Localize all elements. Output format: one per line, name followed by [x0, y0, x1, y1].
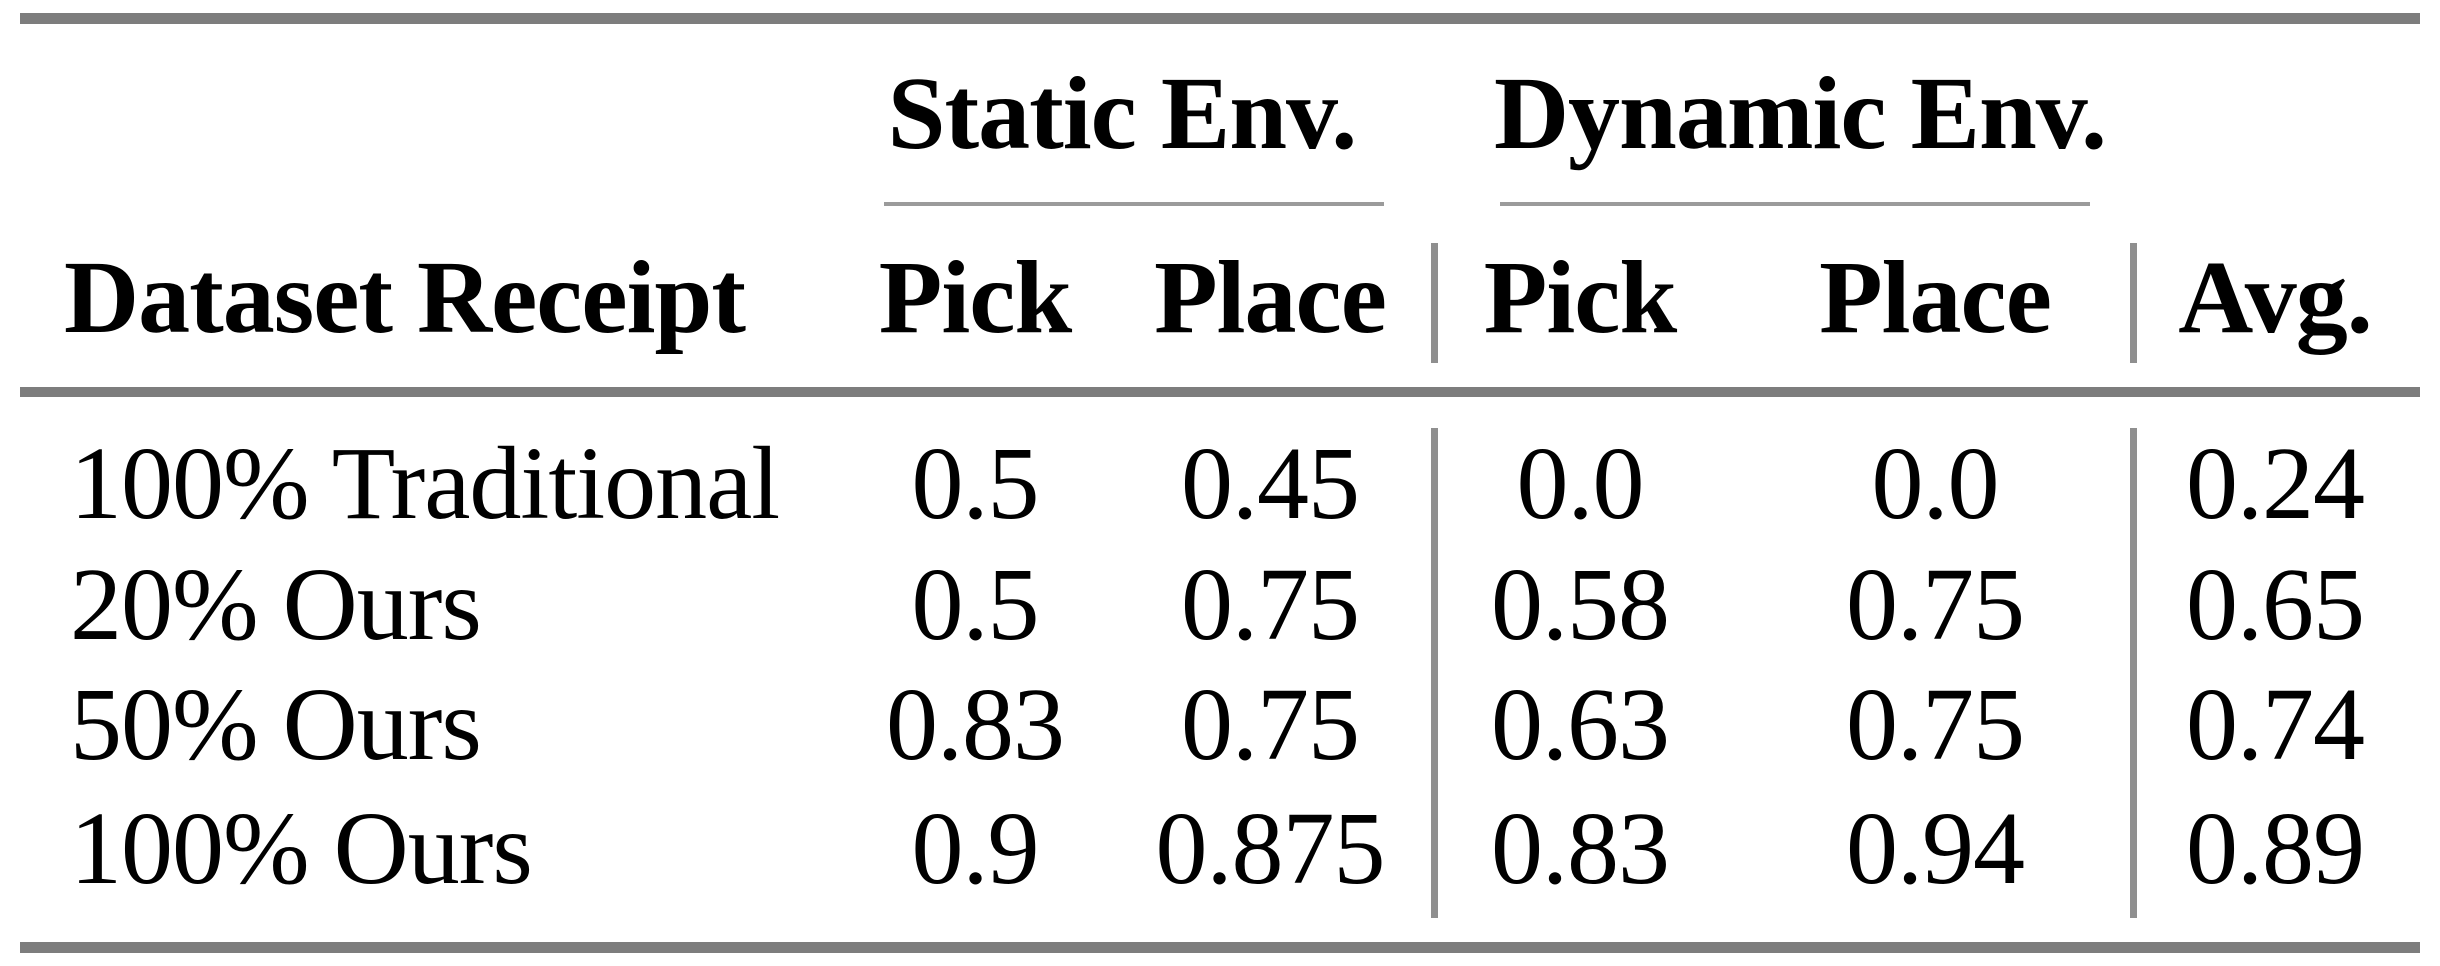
group-header-static-env: Static Env.	[887, 56, 1358, 171]
cell-static-pick: 0.83	[886, 667, 1065, 782]
cell-static-pick: 0.5	[911, 426, 1040, 541]
column-header-static-place: Place	[1154, 240, 1387, 355]
cell-static-place: 0.45	[1181, 426, 1360, 541]
column-header-dynamic-pick: Pick	[1483, 240, 1677, 355]
row-label: 20% Ours	[70, 547, 482, 662]
cell-dynamic-place: 0.94	[1846, 791, 2025, 906]
dynamic-env-underline	[1500, 202, 2090, 206]
column-header-dataset-receipt: Dataset Receipt	[64, 240, 746, 355]
group-header-dynamic-env: Dynamic Env.	[1493, 56, 2107, 171]
row-label: 100% Traditional	[70, 426, 780, 541]
cell-avg: 0.74	[2186, 667, 2365, 782]
column-header-static-pick: Pick	[878, 240, 1072, 355]
column-header-dynamic-place: Place	[1819, 240, 2052, 355]
cell-dynamic-pick: 0.58	[1491, 547, 1670, 662]
cell-avg: 0.89	[2186, 791, 2365, 906]
cell-static-place: 0.75	[1181, 667, 1360, 782]
cell-dynamic-pick: 0.83	[1491, 791, 1670, 906]
cell-avg: 0.24	[2186, 426, 2365, 541]
cell-dynamic-place: 0.75	[1846, 547, 2025, 662]
top-rule	[20, 13, 2420, 24]
cell-avg: 0.65	[2186, 547, 2365, 662]
cell-static-place: 0.875	[1155, 791, 1386, 906]
column-separator-1-body	[1431, 428, 1438, 918]
cell-dynamic-pick: 0.63	[1491, 667, 1670, 782]
static-env-underline	[884, 202, 1384, 206]
cell-dynamic-pick: 0.0	[1516, 426, 1645, 541]
row-label: 100% Ours	[70, 791, 533, 906]
column-separator-2-body	[2130, 428, 2137, 918]
cell-static-pick: 0.9	[911, 791, 1040, 906]
column-separator-1-header	[1431, 243, 1438, 363]
bottom-rule	[20, 942, 2420, 953]
cell-dynamic-place: 0.75	[1846, 667, 2025, 782]
cell-dynamic-place: 0.0	[1871, 426, 2000, 541]
cell-static-place: 0.75	[1181, 547, 1360, 662]
column-separator-2-header	[2130, 243, 2137, 363]
row-label: 50% Ours	[70, 667, 482, 782]
header-separator-rule	[20, 387, 2420, 397]
column-header-avg: Avg.	[2178, 240, 2372, 355]
cell-static-pick: 0.5	[911, 547, 1040, 662]
